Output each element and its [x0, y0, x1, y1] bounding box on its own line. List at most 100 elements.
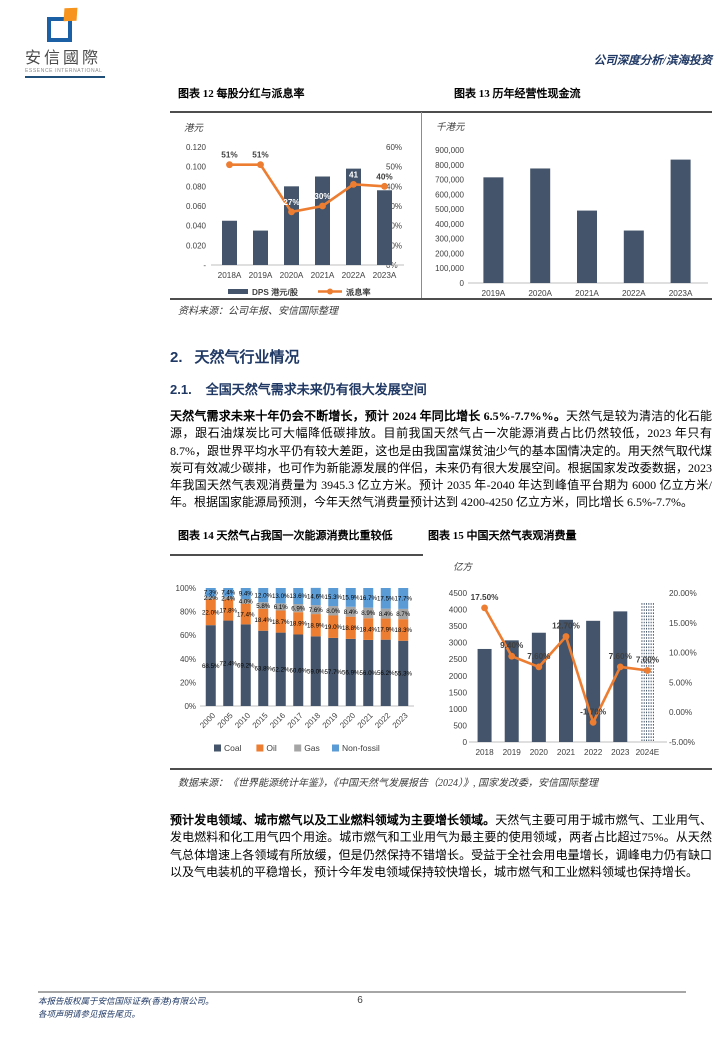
svg-text:10.00%: 10.00%	[669, 649, 697, 658]
svg-text:-: -	[203, 261, 206, 270]
svg-text:20%: 20%	[180, 678, 196, 687]
figure-title-rule	[170, 111, 712, 113]
svg-text:4.0%: 4.0%	[239, 599, 254, 606]
svg-text:2015: 2015	[251, 711, 270, 730]
svg-text:12.70%: 12.70%	[552, 622, 580, 631]
svg-text:2010: 2010	[233, 711, 252, 730]
svg-text:2000: 2000	[449, 672, 468, 681]
svg-text:2023A: 2023A	[373, 271, 397, 280]
svg-text:57.7%: 57.7%	[324, 669, 342, 676]
svg-text:40%: 40%	[180, 655, 196, 664]
svg-text:18.7%: 18.7%	[272, 619, 290, 626]
svg-text:300,000: 300,000	[435, 235, 464, 244]
source-note-bottom: 数据来源：《世界能源统计年鉴》，《中国天然气发展报告（2024）》, 国家发改委…	[178, 778, 598, 789]
svg-text:200,000: 200,000	[435, 249, 464, 258]
svg-text:500: 500	[453, 721, 467, 730]
figure-14-title-rule	[170, 554, 423, 556]
svg-text:2020A: 2020A	[528, 289, 552, 298]
svg-text:2022A: 2022A	[342, 271, 366, 280]
paragraph-body: 天然气是较为清洁的化石能源，跟石油煤炭比可大幅降低碳排放。目前我国天然气占一次能…	[170, 409, 712, 510]
svg-text:18.9%: 18.9%	[307, 622, 325, 629]
svg-text:10%: 10%	[386, 241, 402, 250]
svg-text:59.0%: 59.0%	[307, 668, 325, 675]
svg-text:13.0%: 13.0%	[272, 593, 290, 600]
svg-text:17.5%: 17.5%	[377, 596, 395, 603]
svg-text:2023A: 2023A	[669, 289, 693, 298]
svg-text:55.3%: 55.3%	[394, 671, 412, 678]
svg-text:0.020: 0.020	[186, 241, 207, 250]
svg-text:68.5%: 68.5%	[202, 663, 220, 670]
footer-disclaimer: 本报告版权属于安信国际证券(香港)有限公司。 各项声明请参见报告尾页。	[38, 995, 214, 1021]
svg-text:4000: 4000	[449, 606, 468, 615]
svg-text:1000: 1000	[449, 705, 468, 714]
svg-text:17.4%: 17.4%	[237, 611, 255, 618]
svg-text:15.9%: 15.9%	[342, 595, 360, 602]
svg-text:100,000: 100,000	[435, 264, 464, 273]
svg-text:6.1%: 6.1%	[274, 604, 289, 611]
svg-text:80%: 80%	[180, 608, 196, 617]
svg-text:600,000: 600,000	[435, 190, 464, 199]
svg-text:0.100: 0.100	[186, 163, 207, 172]
svg-text:56.9%: 56.9%	[342, 670, 360, 677]
svg-text:2017: 2017	[286, 711, 305, 730]
svg-text:27%: 27%	[283, 198, 300, 207]
figure-bottom-rule-2	[170, 768, 712, 770]
paragraph-body: 天然气主要可用于城市燃气、工业用气、发电燃料和化工用气四个用途。城市燃气和工业用…	[170, 813, 712, 879]
svg-text:1500: 1500	[449, 688, 468, 697]
svg-text:2021A: 2021A	[311, 271, 335, 280]
svg-text:2020: 2020	[530, 748, 549, 757]
svg-text:7.3%: 7.3%	[204, 590, 219, 597]
svg-text:15.3%: 15.3%	[324, 594, 342, 601]
svg-text:-1.70%: -1.70%	[580, 707, 607, 716]
svg-text:8.4%: 8.4%	[344, 609, 359, 616]
svg-text:派息率: 派息率	[346, 287, 371, 297]
svg-text:17.9%: 17.9%	[377, 626, 395, 633]
chart-dps-payout: 港元 0.120 0.100 0.080 0.060 0.040 0.020-60% 50% 4…	[170, 114, 420, 299]
section-title: 天然气行业情况	[194, 349, 300, 366]
logo-subtitle: ESSENCE INTERNATIONAL	[25, 68, 105, 78]
svg-text:2023: 2023	[611, 748, 630, 757]
svg-text:2018A: 2018A	[218, 271, 242, 280]
svg-text:60%: 60%	[180, 631, 196, 640]
svg-text:30%: 30%	[386, 202, 402, 211]
svg-text:2020: 2020	[338, 711, 357, 730]
svg-text:700,000: 700,000	[435, 176, 464, 185]
svg-text:17.50%: 17.50%	[471, 593, 499, 602]
svg-text:7.60%: 7.60%	[609, 652, 633, 661]
svg-text:15.00%: 15.00%	[669, 619, 697, 628]
svg-text:100%: 100%	[176, 584, 196, 593]
svg-text:千港元: 千港元	[436, 122, 466, 133]
paragraph-lead: 预计发电领域、城市燃气以及工业燃料领域为主要增长领域。	[170, 813, 496, 827]
svg-text:2021: 2021	[557, 748, 576, 757]
svg-text:18.4%: 18.4%	[254, 617, 272, 624]
svg-text:56.0%: 56.0%	[359, 670, 377, 677]
svg-text:7.4%: 7.4%	[221, 590, 236, 597]
svg-text:12.0%: 12.0%	[254, 592, 272, 599]
figure-12-title: 图表 12 每股分红与派息率	[178, 88, 305, 100]
svg-text:0.060: 0.060	[186, 202, 207, 211]
svg-text:56.2%: 56.2%	[377, 670, 395, 677]
svg-text:4500: 4500	[449, 589, 468, 598]
svg-text:9.40%: 9.40%	[500, 641, 524, 650]
section-heading: 2. 天然气行业情况	[170, 346, 300, 367]
svg-text:2021A: 2021A	[575, 289, 599, 298]
svg-text:18.4%: 18.4%	[359, 626, 377, 633]
svg-text:0: 0	[462, 738, 467, 747]
svg-text:8.0%: 8.0%	[326, 608, 341, 615]
figure-13-title: 图表 13 历年经营性现金流	[454, 88, 581, 100]
svg-text:14.6%: 14.6%	[307, 594, 325, 601]
svg-text:0.120: 0.120	[186, 143, 207, 152]
svg-text:40%: 40%	[376, 172, 393, 181]
section-number: 2.	[170, 349, 183, 366]
svg-text:63.8%: 63.8%	[254, 666, 272, 673]
svg-text:51%: 51%	[252, 151, 269, 160]
svg-text:62.2%: 62.2%	[272, 667, 290, 674]
svg-text:0: 0	[460, 279, 465, 288]
subsection-title: 全国天然气需求未来仍有很大发展空间	[205, 382, 427, 397]
svg-text:40%: 40%	[386, 182, 402, 191]
footer-rule	[38, 991, 686, 993]
footer-line1: 本报告版权属于安信国际证券(香港)有限公司。	[38, 996, 214, 1006]
svg-text:2016: 2016	[268, 711, 287, 730]
svg-text:22.0%: 22.0%	[202, 609, 220, 616]
